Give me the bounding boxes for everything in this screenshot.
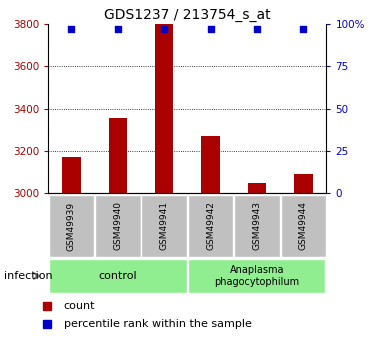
Text: GSM49941: GSM49941 (160, 201, 169, 250)
Bar (49, 259, 187, 293)
Text: count: count (64, 301, 95, 310)
Text: GSM49942: GSM49942 (206, 201, 215, 250)
Point (254, 27, 260, 32)
Bar (188, 259, 325, 293)
Bar (95, 195, 141, 257)
Bar (248, 183, 266, 193)
Bar (201, 136, 220, 193)
Bar (234, 195, 280, 257)
Text: GSM49939: GSM49939 (67, 201, 76, 250)
Bar (49, 195, 94, 257)
Title: GDS1237 / 213754_s_at: GDS1237 / 213754_s_at (104, 8, 271, 22)
Point (208, 27, 214, 32)
Bar (141, 195, 187, 257)
Bar (280, 195, 326, 257)
Text: GSM49943: GSM49943 (252, 201, 262, 250)
Point (115, 27, 121, 32)
Text: GSM49944: GSM49944 (299, 201, 308, 250)
Bar (109, 118, 127, 193)
Text: GSM49940: GSM49940 (113, 201, 122, 250)
Point (301, 27, 306, 32)
Point (69, 27, 75, 32)
Text: infection: infection (4, 271, 52, 281)
Text: percentile rank within the sample: percentile rank within the sample (64, 319, 252, 329)
Text: Anaplasma
phagocytophilum: Anaplasma phagocytophilum (214, 265, 299, 287)
Bar (62, 157, 81, 193)
Bar (155, 24, 174, 193)
Text: control: control (98, 271, 137, 281)
Bar (188, 195, 233, 257)
Point (161, 27, 167, 32)
Bar (294, 174, 312, 193)
